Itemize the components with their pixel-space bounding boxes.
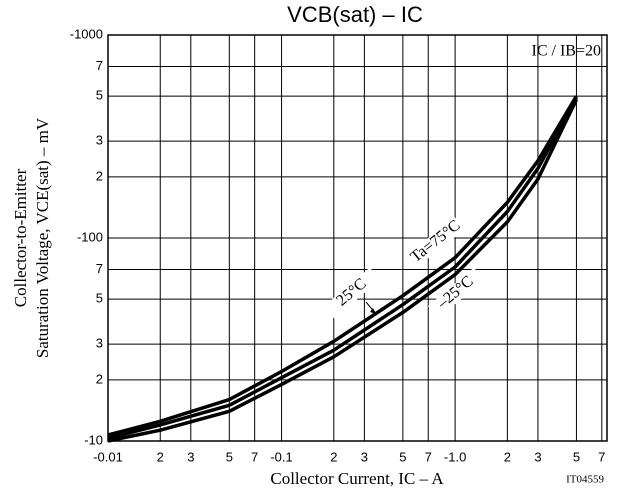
y-tick-label: -100 — [77, 229, 103, 244]
y-tick-label: 5 — [96, 88, 103, 103]
annotation: IC / IB=20 — [532, 43, 601, 60]
label-background — [407, 217, 465, 267]
x-tick-label: 7 — [425, 449, 432, 464]
x-tick-label: -0.01 — [93, 449, 123, 464]
x-tick-label: 2 — [330, 449, 337, 464]
x-tick-label: 5 — [399, 449, 406, 464]
label-arrowhead — [370, 308, 376, 314]
x-tick-label: -0.1 — [270, 449, 292, 464]
y-axis-label: Saturation Voltage, VCE(sat) – mV — [33, 117, 52, 358]
curve — [107, 98, 578, 443]
y-axis-label: Collector-to-Emitter — [11, 168, 30, 307]
x-tick-label: 7 — [251, 449, 258, 464]
x-tick-label: 3 — [361, 449, 368, 464]
x-axis-label: Collector Current, IC – A — [270, 469, 444, 488]
x-tick-label: 2 — [504, 449, 511, 464]
x-tick-label: 3 — [534, 449, 541, 464]
x-tick-label: 7 — [598, 449, 605, 464]
label-background — [323, 267, 381, 319]
x-tick-label: 5 — [226, 449, 233, 464]
y-tick-label: -10 — [84, 432, 103, 447]
y-tick-label: 2 — [96, 168, 103, 183]
y-tick-label: 3 — [96, 133, 103, 148]
figure-id: IT04559 — [566, 474, 604, 486]
y-tick-label: 3 — [96, 336, 103, 351]
y-tick-label: 7 — [96, 58, 103, 73]
chart-title: VCB(sat) – IC — [287, 2, 423, 27]
x-tick-label: 3 — [187, 449, 194, 464]
y-tick-label: 5 — [96, 291, 103, 306]
x-tick-label: 5 — [573, 449, 580, 464]
curve — [107, 97, 578, 441]
curve — [107, 95, 578, 437]
x-tick-label: -1.0 — [444, 449, 466, 464]
x-tick-label: 2 — [157, 449, 164, 464]
y-tick-label: 7 — [96, 261, 103, 276]
y-tick-label: 2 — [96, 371, 103, 386]
plot-frame — [107, 34, 608, 442]
y-tick-label: -1000 — [70, 26, 103, 41]
label-background — [427, 267, 485, 319]
